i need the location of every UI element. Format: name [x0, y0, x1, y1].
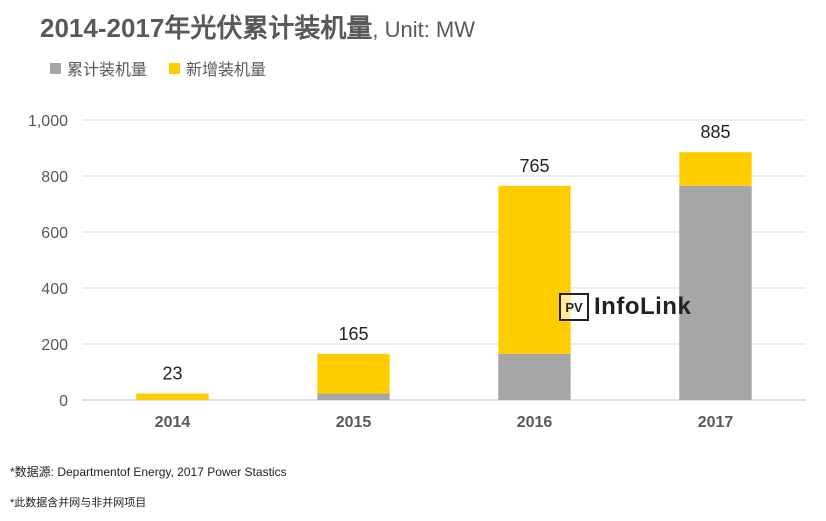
data-label: 165 — [338, 324, 368, 344]
x-tick-label: 2017 — [698, 414, 734, 431]
bar-segment — [498, 185, 571, 354]
y-tick-label: 400 — [41, 281, 68, 298]
source-note: *数据源: Departmentof Energy, 2017 Power St… — [10, 465, 287, 479]
scope-note: *此数据含并网与非并网项目 — [10, 497, 147, 509]
chart-legend: 累计装机量 新增装机量 — [50, 56, 266, 80]
bar-segment — [498, 353, 571, 400]
y-tick-label: 600 — [41, 225, 68, 242]
x-tick-label: 2016 — [517, 414, 553, 431]
x-tick-label: 2015 — [336, 414, 372, 431]
y-tick-label: 0 — [59, 393, 68, 410]
bar-segment — [317, 393, 390, 400]
bar-segment — [679, 185, 752, 400]
y-tick-label: 800 — [41, 169, 68, 186]
y-tick-label: 200 — [41, 337, 68, 354]
y-tick-label: 1,000 — [28, 113, 68, 130]
legend-label-new: 新增装机量 — [186, 62, 267, 79]
legend-item-cumulative: 累计装机量 — [50, 56, 147, 80]
legend-item-new: 新增装机量 — [169, 56, 266, 80]
data-label: 23 — [162, 364, 182, 384]
legend-label-cumulative: 累计装机量 — [67, 62, 148, 79]
bar-segment — [136, 393, 209, 400]
chart-title: 2014-2017年光伏累计装机量, Unit: MW — [40, 12, 475, 46]
data-label: 765 — [519, 156, 549, 176]
infolink-logo-text: InfoLink — [594, 293, 692, 320]
x-tick-label: 2014 — [155, 414, 191, 431]
bar-segment — [317, 353, 390, 394]
chart-title-unit: , Unit: MW — [372, 17, 476, 42]
legend-swatch-new — [169, 62, 181, 74]
infolink-watermark-logo: PV InfoLink — [559, 293, 691, 321]
pv-logo-icon: PV — [559, 293, 589, 321]
data-label: 885 — [700, 122, 730, 142]
bar-segment — [679, 152, 752, 186]
chart-title-main: 2014-2017年光伏累计装机量 — [40, 13, 373, 43]
legend-swatch-cumulative — [50, 62, 61, 74]
